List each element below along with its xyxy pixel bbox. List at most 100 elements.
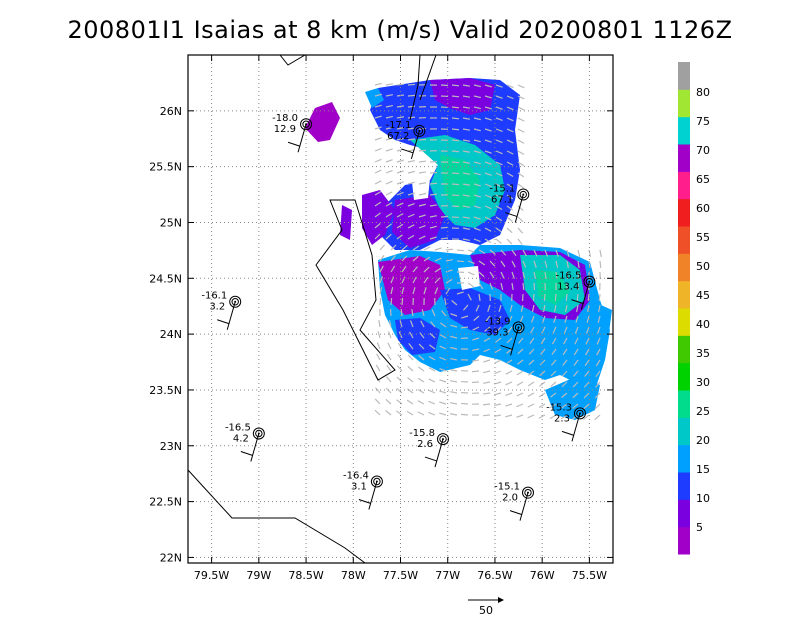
wind-vector — [390, 265, 396, 273]
wind-vector — [434, 287, 439, 295]
wind-vector — [462, 117, 470, 120]
wind-barb-flag — [424, 456, 438, 462]
wind-vector — [418, 171, 427, 174]
wind-vector — [473, 128, 481, 132]
wind-vector — [407, 159, 415, 163]
wind-vector — [462, 216, 470, 219]
wind-vector — [473, 161, 481, 165]
wind-barb — [368, 481, 378, 510]
colorbar-label: 80 — [696, 86, 710, 99]
wind-vector — [532, 293, 535, 302]
wind-vector — [484, 205, 492, 210]
wind-vector — [374, 158, 382, 163]
wind-vector — [484, 216, 492, 221]
wind-vector — [379, 265, 384, 273]
wind-vector — [439, 412, 447, 416]
wind-vector — [565, 293, 568, 302]
wind-vector — [483, 381, 491, 384]
station-ring-outer — [437, 433, 449, 446]
wind-vector — [563, 337, 568, 345]
colorbar-label: 70 — [696, 144, 710, 157]
colorbar-label: 15 — [696, 463, 710, 476]
wind-vector — [473, 150, 481, 154]
wind-barb-flag — [505, 212, 518, 218]
wind-vector — [566, 260, 569, 268]
wind-vector — [374, 147, 382, 152]
wind-vector — [506, 216, 513, 222]
wind-vector — [456, 260, 465, 263]
wind-vector — [450, 324, 458, 328]
wind-vector — [560, 414, 568, 420]
wind-vector — [495, 161, 503, 166]
wind-vector — [506, 95, 514, 100]
wind-vector — [489, 260, 496, 267]
wind-vector — [473, 117, 481, 121]
wind-vector — [412, 287, 416, 295]
wind-vector — [483, 370, 491, 374]
wind-vector — [509, 304, 513, 312]
lon-tick-label: 78.5W — [288, 569, 323, 582]
wind-vector — [445, 278, 453, 284]
wind-vector — [533, 271, 537, 279]
colorbar-swatch — [678, 335, 690, 364]
wind-vector — [467, 260, 475, 265]
wind-vector — [450, 335, 458, 339]
wind-vector — [572, 392, 579, 399]
wind-vector — [484, 128, 492, 132]
wind-vector — [597, 315, 601, 323]
wind-barb — [226, 301, 236, 330]
wind-vector — [529, 337, 535, 345]
lon-tick-label: 79W — [246, 569, 271, 582]
colorbar-swatch — [678, 62, 690, 90]
wind-vector — [418, 192, 426, 196]
wind-vector — [517, 106, 525, 111]
wind-vector — [451, 84, 460, 87]
wind-vector — [385, 169, 393, 174]
wind-vector — [539, 359, 546, 366]
wind-barb-flag — [571, 299, 584, 305]
wind-vector — [555, 271, 558, 280]
lon-tick-label: 78W — [341, 569, 366, 582]
station-ring-outer — [573, 407, 586, 420]
colorbar-swatch — [678, 390, 690, 418]
wind-vector — [396, 159, 404, 163]
wind-vector — [390, 255, 396, 262]
wind-vector — [412, 276, 417, 284]
wind-vector — [407, 105, 416, 108]
colorbar-swatch — [678, 444, 690, 473]
colorbar-swatch — [678, 116, 690, 145]
wind-vector — [555, 260, 559, 268]
wind-vector — [460, 402, 469, 405]
wind-vector — [482, 414, 491, 417]
wind-vector — [473, 194, 481, 198]
colorbar-swatch — [678, 89, 690, 118]
wind-vector — [517, 161, 525, 167]
wind-vector — [506, 161, 514, 166]
station-speed: 2.3 — [554, 413, 570, 424]
wind-vector — [462, 150, 470, 153]
colorbar-swatch — [678, 171, 690, 200]
colorbar-swatch — [678, 499, 690, 528]
wind-vector — [473, 172, 481, 176]
station-ring-inner — [514, 323, 523, 332]
wind-vector — [418, 160, 427, 163]
station-temperature: -18.0 — [272, 113, 298, 124]
wind-vector — [445, 248, 454, 251]
wind-vector — [429, 215, 437, 218]
wind-vector — [376, 353, 381, 361]
wind-vector — [483, 337, 491, 342]
station-speed: 67.1 — [491, 195, 513, 206]
wind-vector — [543, 293, 546, 302]
wind-vector — [517, 359, 524, 365]
reference-vector-label: 50 — [479, 604, 493, 617]
wind-vector — [418, 224, 426, 229]
wind-vector — [412, 266, 418, 273]
wind-vector — [516, 370, 524, 376]
wind-vector — [407, 127, 416, 130]
wind-vector — [478, 282, 484, 290]
wind-vector — [572, 403, 579, 409]
wind-vector — [495, 150, 503, 155]
colorbar-label: 55 — [696, 231, 710, 244]
colorbar-swatch — [678, 253, 690, 282]
colorbar-label: 75 — [696, 115, 710, 128]
